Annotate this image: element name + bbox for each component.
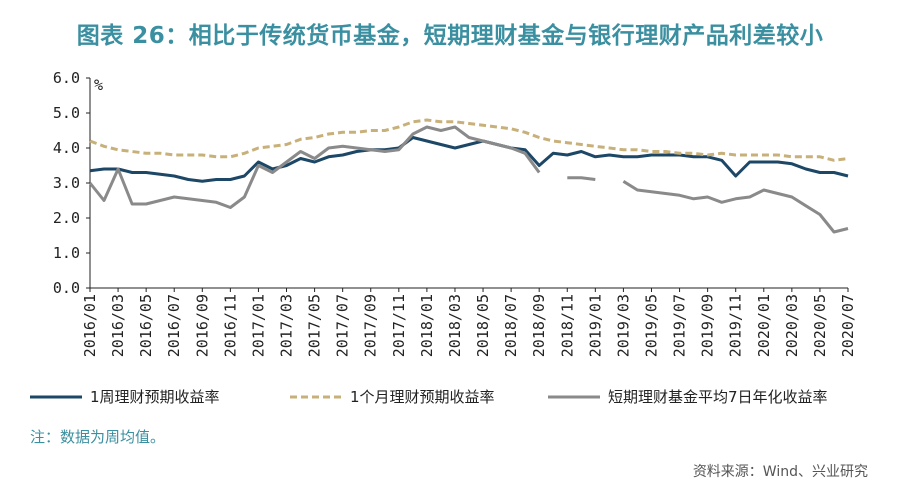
chart-legend: 1周理财预期收益率 1个月理财预期收益率 短期理财基金平均7日年化收益率 bbox=[30, 388, 828, 406]
series-line-1 bbox=[89, 136, 849, 183]
y-ticks: 0.0 1.0 2.0 3.0 4.0 5.0 6.0 bbox=[53, 69, 90, 297]
x-tick-label: 2020/05 bbox=[811, 294, 829, 357]
y-tick-label: 6.0 bbox=[53, 69, 80, 87]
x-tick-label: 2018/05 bbox=[474, 294, 492, 357]
x-tick-label: 2019/07 bbox=[671, 294, 689, 357]
legend-label-1: 1周理财预期收益率 bbox=[90, 388, 220, 406]
x-ticks: 2016/01 2016/03 2016/05 2016/07 2016/09 2016/… bbox=[81, 288, 857, 357]
x-tick-label: 2017/07 bbox=[334, 294, 352, 357]
chart-title: 图表 26：相比于传统货币基金，短期理财基金与银行理财产品利差较小 bbox=[76, 23, 824, 49]
y-tick-label: 3.0 bbox=[53, 174, 80, 192]
legend-label-3: 短期理财基金平均7日年化收益率 bbox=[608, 388, 828, 406]
y-tick-label: 4.0 bbox=[53, 139, 80, 157]
x-tick-label: 2017/03 bbox=[278, 294, 296, 357]
y-tick-label: 0.0 bbox=[53, 279, 80, 297]
x-tick-label: 2018/09 bbox=[530, 294, 548, 357]
x-tick-label: 2019/09 bbox=[699, 294, 717, 357]
x-tick-label: 2017/09 bbox=[362, 294, 380, 357]
y-axis-unit: % bbox=[94, 76, 103, 94]
x-tick-label: 2019/05 bbox=[642, 294, 660, 357]
x-tick-label: 2016/05 bbox=[137, 294, 155, 357]
x-tick-label: 2018/07 bbox=[502, 294, 520, 357]
x-tick-label: 2020/07 bbox=[839, 294, 857, 357]
x-tick-label: 2016/03 bbox=[109, 294, 127, 357]
legend-label-2: 1个月理财预期收益率 bbox=[350, 388, 495, 406]
chart-source: 资料来源：Wind、兴业研究 bbox=[692, 464, 868, 480]
x-tick-label: 2016/11 bbox=[221, 294, 239, 357]
x-tick-label: 2017/01 bbox=[249, 294, 267, 357]
x-tick-label: 2019/03 bbox=[614, 294, 632, 357]
chart-series bbox=[88, 118, 849, 234]
x-tick-label: 2016/07 bbox=[165, 294, 183, 357]
y-tick-label: 1.0 bbox=[53, 244, 80, 262]
x-tick-label: 2020/01 bbox=[755, 294, 773, 357]
x-tick-label: 2017/11 bbox=[390, 294, 408, 357]
x-tick-label: 2018/11 bbox=[558, 294, 576, 357]
x-tick-label: 2019/01 bbox=[586, 294, 604, 357]
x-tick-label: 2016/09 bbox=[193, 294, 211, 357]
x-tick-label: 2016/01 bbox=[81, 294, 99, 357]
x-tick-label: 2018/03 bbox=[446, 294, 464, 357]
x-tick-label: 2017/05 bbox=[306, 294, 324, 357]
y-tick-label: 5.0 bbox=[53, 104, 80, 122]
x-tick-label: 2019/11 bbox=[727, 294, 745, 357]
chart-axes bbox=[89, 78, 848, 289]
series-line-3 bbox=[88, 125, 849, 234]
x-tick-label: 2018/01 bbox=[418, 294, 436, 357]
series-line-2 bbox=[89, 118, 849, 162]
x-tick-label: 2020/03 bbox=[783, 294, 801, 357]
y-tick-label: 2.0 bbox=[53, 209, 80, 227]
chart-note: 注：数据为周均值。 bbox=[30, 428, 166, 446]
